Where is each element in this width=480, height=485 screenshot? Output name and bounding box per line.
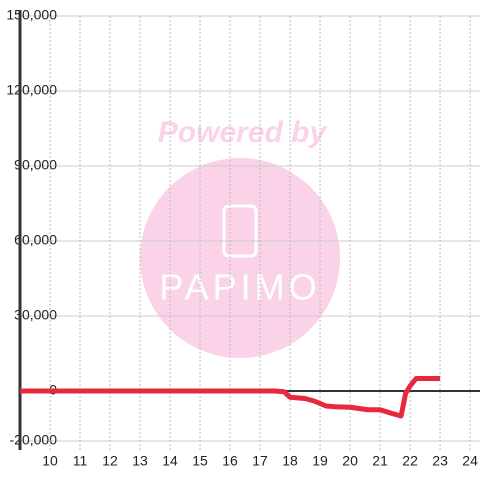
x-tick-label: 19 [312,453,328,469]
x-tick-label: 21 [372,453,388,469]
line [20,376,441,419]
x-tick-label: 22 [402,453,418,469]
x-tick-label: 16 [222,453,238,469]
x-tick-label: 18 [282,453,298,469]
x-tick-label: 13 [132,453,148,469]
watermark-phone [222,204,258,258]
x-tick-label: 23 [432,453,448,469]
watermark-text: Powered by [158,116,328,149]
x-tick-label: 24 [462,453,478,469]
x-tick-label: 14 [162,453,178,469]
x-tick-label: 17 [252,453,268,469]
x-tick-label: 20 [342,453,358,469]
x-tick-label: 12 [102,453,118,469]
y-tick-label: 90,000 [14,157,57,173]
watermark-logo: PAPIMO [159,267,320,308]
y-tick-label: 60,000 [14,232,57,248]
x-tick-label: 15 [192,453,208,469]
y-tick-label: 30,000 [14,307,57,323]
x-tick-label: 11 [73,453,88,469]
x-tick-label: 10 [42,453,58,469]
